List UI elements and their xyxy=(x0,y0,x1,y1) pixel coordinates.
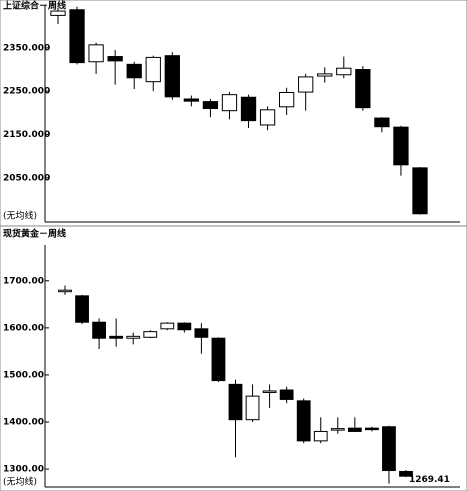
candle-body xyxy=(211,337,226,382)
y-tick-label: 1500.00 xyxy=(3,370,44,380)
candle-body xyxy=(412,167,428,215)
candle-body xyxy=(355,69,371,109)
candle-body xyxy=(75,295,89,323)
candle-body xyxy=(347,427,362,432)
candle-body xyxy=(177,322,192,331)
candle-body xyxy=(382,426,396,472)
candle-body xyxy=(365,427,379,431)
candle-body xyxy=(336,67,352,76)
candle-body xyxy=(92,321,106,339)
candle-body xyxy=(126,63,142,79)
candle-body xyxy=(69,9,85,64)
candle-body xyxy=(107,56,123,62)
note: (无均线) xyxy=(3,476,37,488)
candle-body xyxy=(279,389,294,400)
candle-body xyxy=(317,73,333,77)
candle-body xyxy=(164,55,180,98)
y-tick-label: 1600.00 xyxy=(3,323,44,333)
y-tick-label: 1400.00 xyxy=(3,418,44,428)
y-tick-label: 2350.000 xyxy=(3,43,50,53)
candle-body xyxy=(240,96,257,122)
y-tick-label: 2150.000 xyxy=(3,130,50,140)
candle-body xyxy=(221,94,238,112)
candle-body xyxy=(313,430,328,442)
candle-body xyxy=(194,328,209,338)
annotation: 1269.41 xyxy=(409,475,450,485)
candle-body xyxy=(50,10,66,16)
candle-body xyxy=(374,117,390,128)
y-tick-label: 2050.000 xyxy=(3,173,50,183)
y-tick-label: 1300.00 xyxy=(3,465,44,475)
candle-body xyxy=(202,101,219,110)
y-tick-label: 2250.000 xyxy=(3,87,50,97)
candle-body xyxy=(160,322,175,330)
candle-body xyxy=(399,470,413,477)
candle-body xyxy=(183,98,200,102)
candle-body xyxy=(228,383,243,421)
candle-body xyxy=(296,400,311,442)
candle-body xyxy=(58,289,72,293)
chart-title: 现货黄金－周线 xyxy=(3,228,66,240)
candle-body xyxy=(109,335,124,339)
note: (无均线) xyxy=(3,210,37,222)
candle-body xyxy=(330,428,345,431)
candle-body xyxy=(393,126,409,166)
chart-title: 上证综合－周线 xyxy=(3,0,66,12)
candle-body xyxy=(88,44,104,63)
candle-body xyxy=(126,335,141,339)
candle-body xyxy=(259,109,276,126)
candle-body xyxy=(143,331,158,338)
candle-body xyxy=(278,91,295,108)
y-tick-label: 1700.00 xyxy=(3,276,44,286)
candle-body xyxy=(298,76,314,93)
candle-body xyxy=(245,395,260,421)
candle-body xyxy=(262,390,277,393)
candle-body xyxy=(145,56,161,83)
